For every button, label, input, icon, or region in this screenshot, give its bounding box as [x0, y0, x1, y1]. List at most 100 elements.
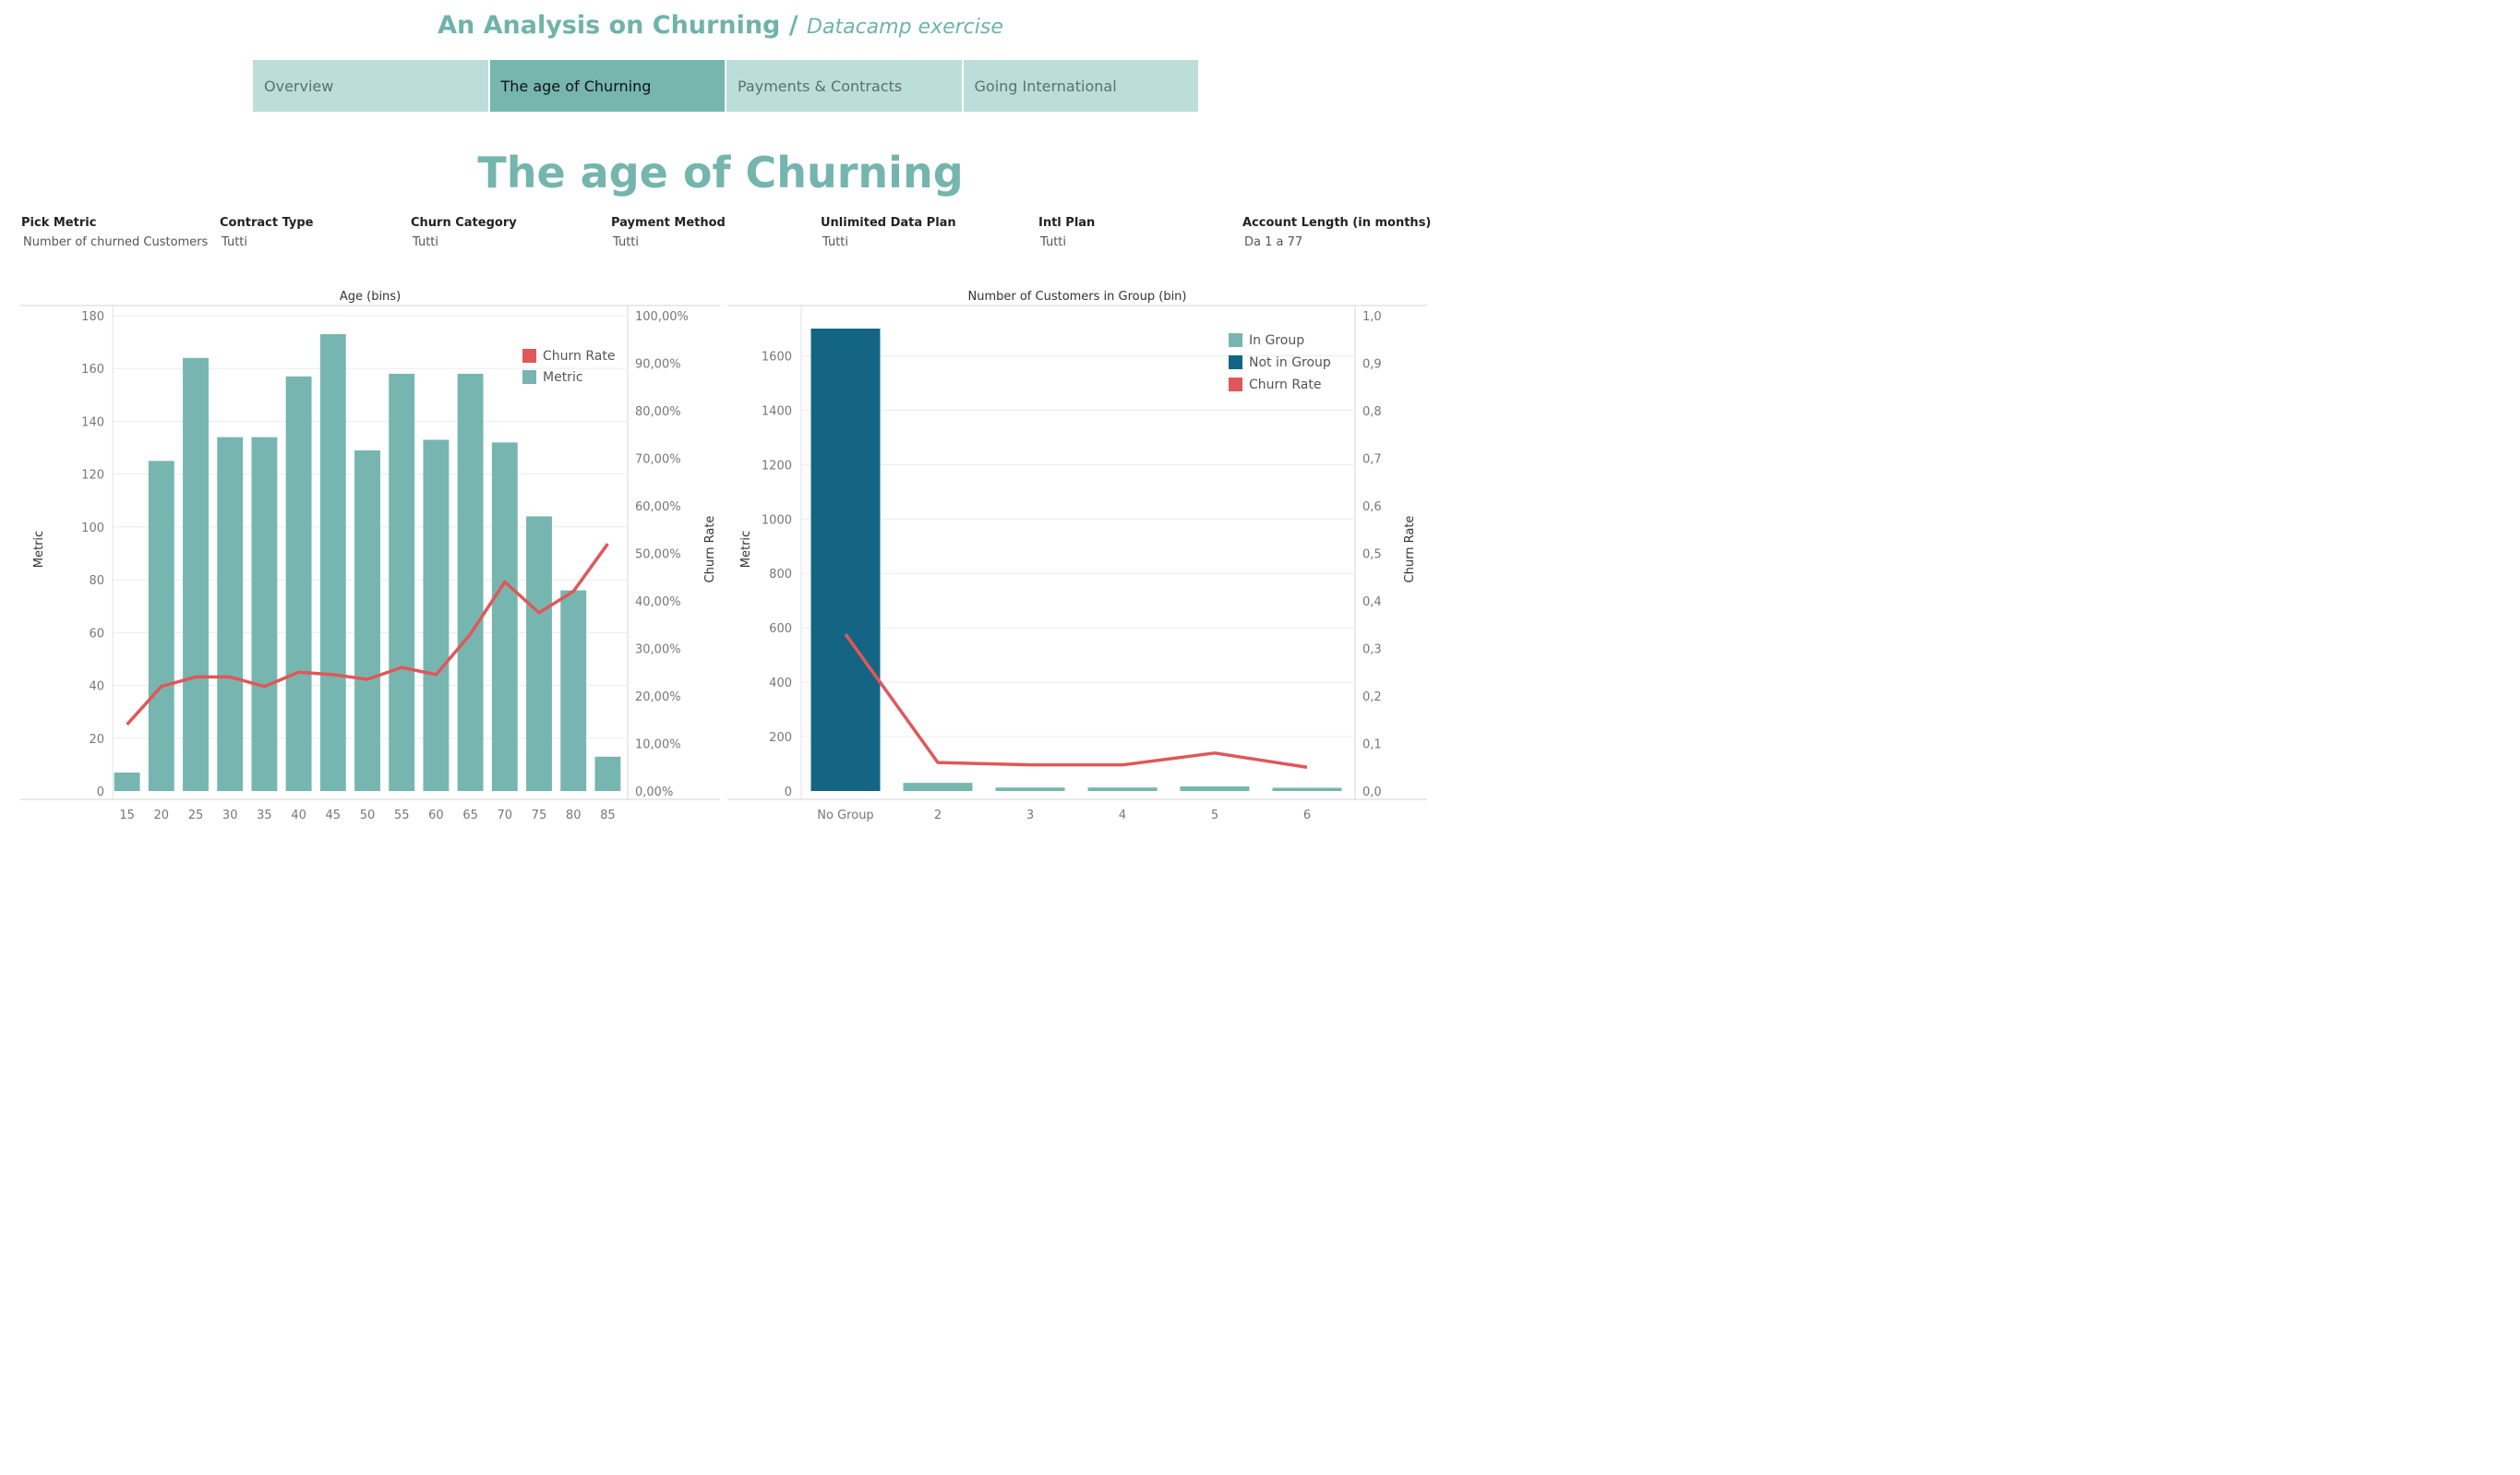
bar — [457, 373, 484, 791]
x-tick-label: 65 — [462, 809, 478, 822]
bar — [903, 783, 973, 791]
y-tick-label: 1200 — [762, 459, 792, 473]
x-tick-label: 5 — [1211, 809, 1218, 822]
y-tick-label: 120 — [81, 469, 104, 483]
churn-rate-line — [126, 543, 609, 726]
y-tick-label: 1400 — [762, 404, 792, 418]
legend-swatch — [1229, 378, 1242, 391]
x-tick-label: No Group — [817, 809, 873, 822]
filter-value[interactable]: Tutti — [413, 235, 439, 249]
y-tick-label: 1000 — [762, 513, 792, 527]
y-tick-label: 160 — [81, 363, 104, 377]
y2-tick-label: 50,00% — [635, 548, 681, 562]
y2-tick-label: 80,00% — [635, 405, 681, 419]
y-tick-label: 60 — [89, 627, 104, 641]
y2-tick-label: 0,0 — [1362, 785, 1382, 799]
y2-tick-label: 0,7 — [1362, 453, 1382, 467]
x-tick-label: 50 — [360, 809, 376, 822]
y-tick-label: 40 — [89, 680, 104, 694]
filter-label: Payment Method — [611, 216, 726, 230]
bar — [1180, 785, 1250, 791]
y2-tick-label: 100,00% — [635, 310, 689, 324]
tab-going-international[interactable]: Going International — [963, 60, 1198, 112]
filter-value[interactable]: Number of churned Customers — [23, 235, 209, 249]
y2-axis-title: Churn Rate — [703, 516, 717, 583]
filter-value[interactable]: Da 1 a 77 — [1244, 235, 1303, 249]
filter-churn-category: Churn Category Tutti — [411, 216, 517, 249]
churn-rate-line — [844, 633, 1308, 769]
tab-age-of-churning[interactable]: The age of Churning — [489, 60, 726, 112]
x-tick-label: 70 — [498, 809, 513, 822]
bar — [389, 373, 415, 791]
x-tick-label: 15 — [119, 809, 135, 822]
filter-value[interactable]: Tutti — [613, 235, 640, 249]
bar — [251, 437, 278, 791]
dashboard-title: An Analysis on Churning / Datacamp exerc… — [0, 11, 1441, 40]
x-tick-label: 20 — [154, 809, 170, 822]
filter-value[interactable]: Tutti — [1040, 235, 1067, 249]
legend-swatch — [1229, 355, 1242, 369]
tab-overview[interactable]: Overview — [253, 60, 490, 112]
x-tick-label: 85 — [600, 809, 616, 822]
x-tick-label: 2 — [934, 809, 942, 822]
bar — [114, 772, 140, 791]
filter-label: Intl Plan — [1038, 216, 1096, 230]
bar — [148, 461, 174, 791]
filter-unlimited-data-plan: Unlimited Data Plan Tutti — [821, 216, 956, 249]
x-tick-label: 3 — [1026, 809, 1034, 822]
x-tick-label: 75 — [532, 809, 547, 822]
x-tick-label: 35 — [257, 809, 272, 822]
filter-label: Pick Metric — [21, 216, 97, 230]
chart-panel-2: Number of Customers in Group (bin)020040… — [727, 290, 1427, 822]
filter-contract-type: Contract Type Tutti — [220, 216, 314, 249]
y2-tick-label: 0,2 — [1362, 690, 1382, 704]
y2-tick-label: 0,8 — [1362, 405, 1382, 419]
filter-value[interactable]: Tutti — [222, 235, 248, 249]
tab-payments-contracts[interactable]: Payments & Contracts — [726, 60, 964, 112]
filter-payment-method: Payment Method Tutti — [611, 216, 726, 249]
bar — [285, 376, 312, 791]
filter-intl-plan: Intl Plan Tutti — [1038, 216, 1095, 249]
bar — [217, 437, 244, 791]
y2-tick-label: 0,9 — [1362, 358, 1382, 372]
bar — [183, 357, 209, 791]
legend-label: In Group — [1249, 333, 1304, 348]
y2-tick-label: 40,00% — [635, 595, 681, 609]
y2-tick-label: 0,6 — [1362, 500, 1382, 514]
y2-axis-title: Churn Rate — [1403, 516, 1417, 583]
x-tick-label: 25 — [188, 809, 204, 822]
y-axis-title: Metric — [739, 531, 753, 568]
y-tick-label: 600 — [769, 622, 792, 636]
bar — [526, 516, 552, 791]
filter-account-length: Account Length (in months) Da 1 a 77 — [1242, 216, 1431, 249]
chart-title: Number of Customers in Group (bin) — [967, 290, 1186, 304]
filter-pick-metric: Pick Metric Number of churned Customers — [21, 216, 208, 249]
bar — [594, 756, 621, 791]
x-tick-label: 30 — [222, 809, 238, 822]
dashboard-subtitle: Datacamp exercise — [807, 16, 1003, 39]
y-tick-label: 80 — [89, 574, 104, 588]
legend-swatch — [1229, 333, 1242, 347]
y2-tick-label: 0,1 — [1362, 738, 1382, 752]
nav-tabs: Overview The age of Churning Payments & … — [253, 60, 1198, 112]
y-tick-label: 1600 — [762, 350, 792, 364]
filter-label: Churn Category — [411, 216, 517, 230]
bar — [810, 329, 881, 791]
filter-value[interactable]: Tutti — [822, 235, 849, 249]
y-tick-label: 0 — [97, 785, 104, 799]
legend-label: Churn Rate — [1249, 378, 1321, 392]
chart-panel-1: Age (bins) 0 20 40 60 80 100 120 140 160 180 0,00% 1… — [20, 290, 720, 822]
y2-tick-label: 20,00% — [635, 690, 681, 704]
y2-tick-label: 0,5 — [1362, 548, 1382, 562]
x-tick-label: 60 — [428, 809, 444, 822]
x-tick-label: 80 — [566, 809, 582, 822]
y2-tick-label: 0,3 — [1362, 643, 1382, 657]
bar — [1272, 787, 1342, 791]
y-axis-title: Metric — [32, 531, 46, 568]
legend-label: Metric — [543, 370, 583, 385]
y2-tick-label: 0,4 — [1362, 595, 1382, 609]
y-tick-label: 100 — [81, 522, 104, 535]
filter-label: Contract Type — [220, 216, 314, 230]
y2-tick-label: 60,00% — [635, 500, 681, 514]
dashboard-title-main: An Analysis on Churning / — [438, 11, 798, 40]
